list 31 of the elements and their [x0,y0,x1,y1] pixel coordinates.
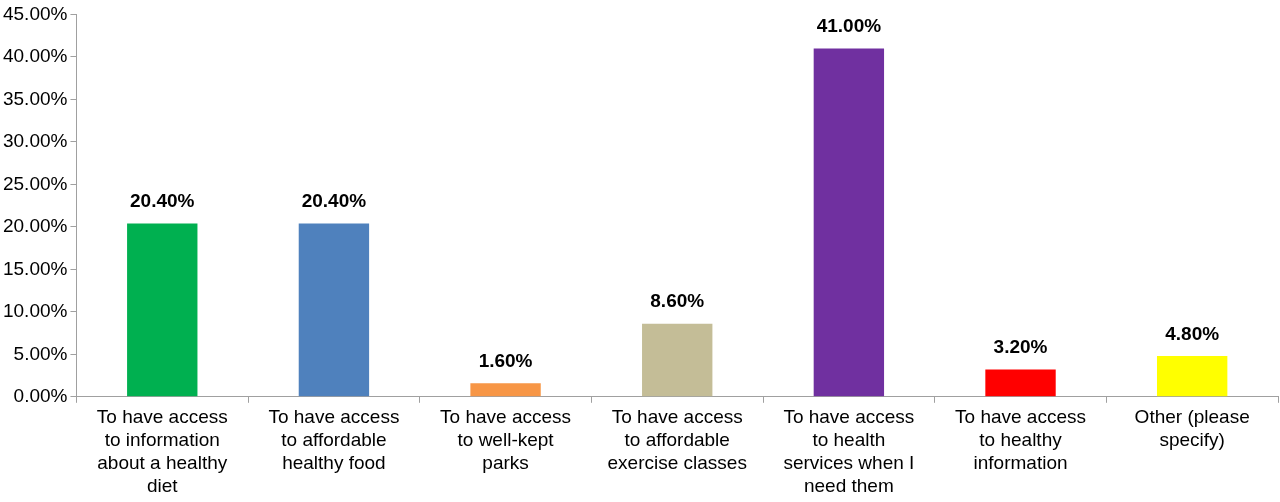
data-label: 20.40% [301,190,367,212]
data-label: 3.20% [993,336,1048,358]
y-tick-label: 40.00% [2,45,68,67]
y-tick-label: 10.00% [2,300,68,322]
y-tick-label: 25.00% [2,172,68,194]
x-tick-label: To have access to well-kept parks [440,406,572,474]
bar [470,383,541,397]
x-tick-label: To have access to information about a healthy diet [96,406,228,496]
bar [642,323,713,397]
y-tick-label: 15.00% [2,257,68,279]
bar [1156,356,1228,397]
bar [127,223,198,397]
y-tick-label: 45.00% [2,2,68,24]
bar [298,223,370,397]
bar [985,369,1056,397]
data-label: 4.80% [1165,322,1220,344]
bar [813,48,885,397]
y-tick-label: 35.00% [2,87,68,109]
y-tick-label: 5.00% [13,342,68,364]
data-label: 8.60% [650,290,705,312]
data-label: 20.40% [130,190,195,212]
x-tick-label: To have access to health services when I need them [783,406,915,496]
x-tick-label: Other (please specify) [1134,406,1250,451]
x-tick-label: To have access to affordable healthy food [268,406,400,474]
data-label: 41.00% [816,15,882,37]
y-tick-label: 0.00% [13,385,68,407]
x-tick-label: To have access to healthy information [955,406,1087,474]
x-tick-label: To have access to affordable exercise classes [607,406,747,474]
y-tick-label: 30.00% [2,130,68,152]
y-tick-label: 20.00% [2,215,68,237]
data-label: 1.60% [478,349,533,371]
